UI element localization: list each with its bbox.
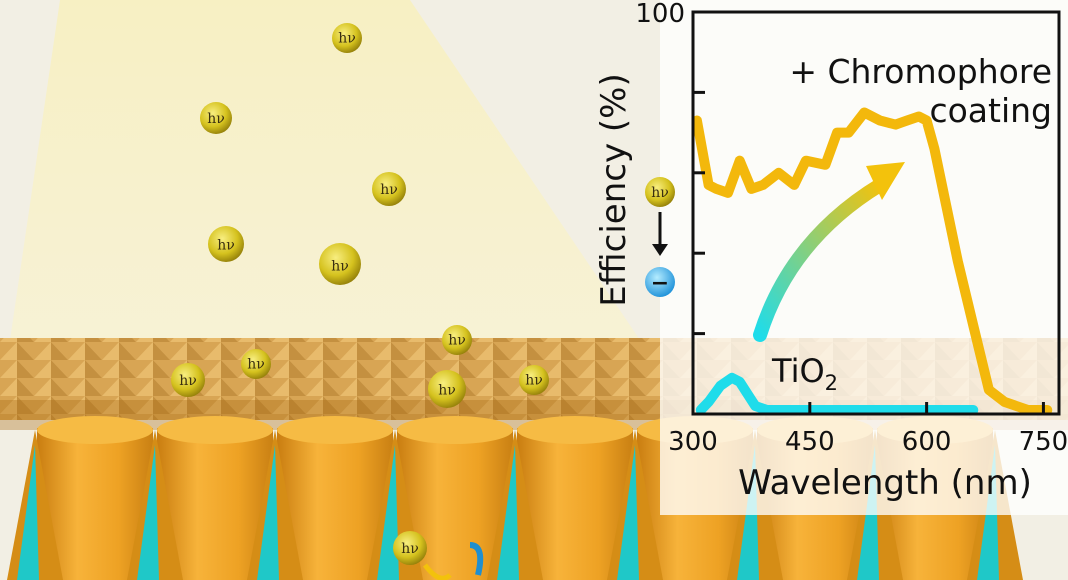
efficiency-chart: 300 450 600 750 100 Wavelength (nm) Efficien… [594,0,1068,503]
tio2-core-spike [617,445,639,580]
photon [442,325,472,355]
x-tick-label: 450 [785,427,835,457]
tio2-core-spike [137,445,159,580]
chart-backdrop [660,0,1068,515]
tio2-annotation-subscript: 2 [825,371,838,395]
photon-in-cone [393,531,427,565]
photon-icon-label: hν [651,185,669,201]
photon-in-cone-label: hν [401,541,419,557]
x-tick-label: 300 [668,427,718,457]
nanocone-top [157,416,273,444]
electron-icon [645,267,675,297]
enhancement-arrow [753,178,887,342]
nanocone-top [277,416,393,444]
tio2-annotation: TiO2 [771,352,838,395]
photon-label: hν [338,31,356,47]
x-tick-label: 600 [902,427,952,457]
photon-label: hν [207,111,225,127]
photon-label: hν [247,357,265,373]
photon [171,363,205,397]
enhancement-arrow-head-icon [866,162,905,200]
photon [208,226,244,262]
photon-label: hν [179,373,197,389]
chromophore-annotation-line1: + Chromophore [789,52,1052,91]
tio2-core-spike [257,445,279,580]
photon-trail [423,563,452,580]
y-axis-label: Efficiency (%) [594,73,634,306]
nanocone-top [517,416,633,444]
photon-label: hν [217,237,235,253]
photon-label: hν [448,333,466,349]
photon [332,23,362,53]
photon [372,172,406,206]
tio2-core-spike [497,445,519,580]
photon [241,349,271,379]
tio2-annotation-base: TiO [771,352,825,390]
photon [519,365,549,395]
nanocone-top [397,416,513,444]
electron-icon-label: − [651,271,669,296]
y-tick-label: 100 [635,0,685,29]
photon-label: hν [331,258,349,274]
photon-label: hν [525,373,543,389]
photon-electron-conversion: hν − [645,177,675,297]
x-axis-label: Wavelength (nm) [738,463,1032,503]
photon-group: hν hν hν hν hν hν hν hν hν hν [171,23,549,408]
plot-frame [691,10,1061,416]
nanocone-top [37,416,153,444]
photon [428,370,466,408]
chromophore-annotation-line2: coating [929,91,1052,130]
photon-icon [645,177,675,207]
photon [200,102,232,134]
photon [319,243,361,285]
down-arrow-head-icon [652,244,668,256]
x-tick-label: 750 [1019,427,1068,457]
photon-label: hν [438,383,456,399]
electron-path-arrow-icon [469,542,484,576]
nanocone-array: hν [7,416,1023,580]
tio2-core-spike [17,445,39,580]
photon-label: hν [380,182,398,198]
tio2-series-line [695,372,979,415]
chromophore-series-line [691,107,1053,415]
light-beam [10,0,640,340]
